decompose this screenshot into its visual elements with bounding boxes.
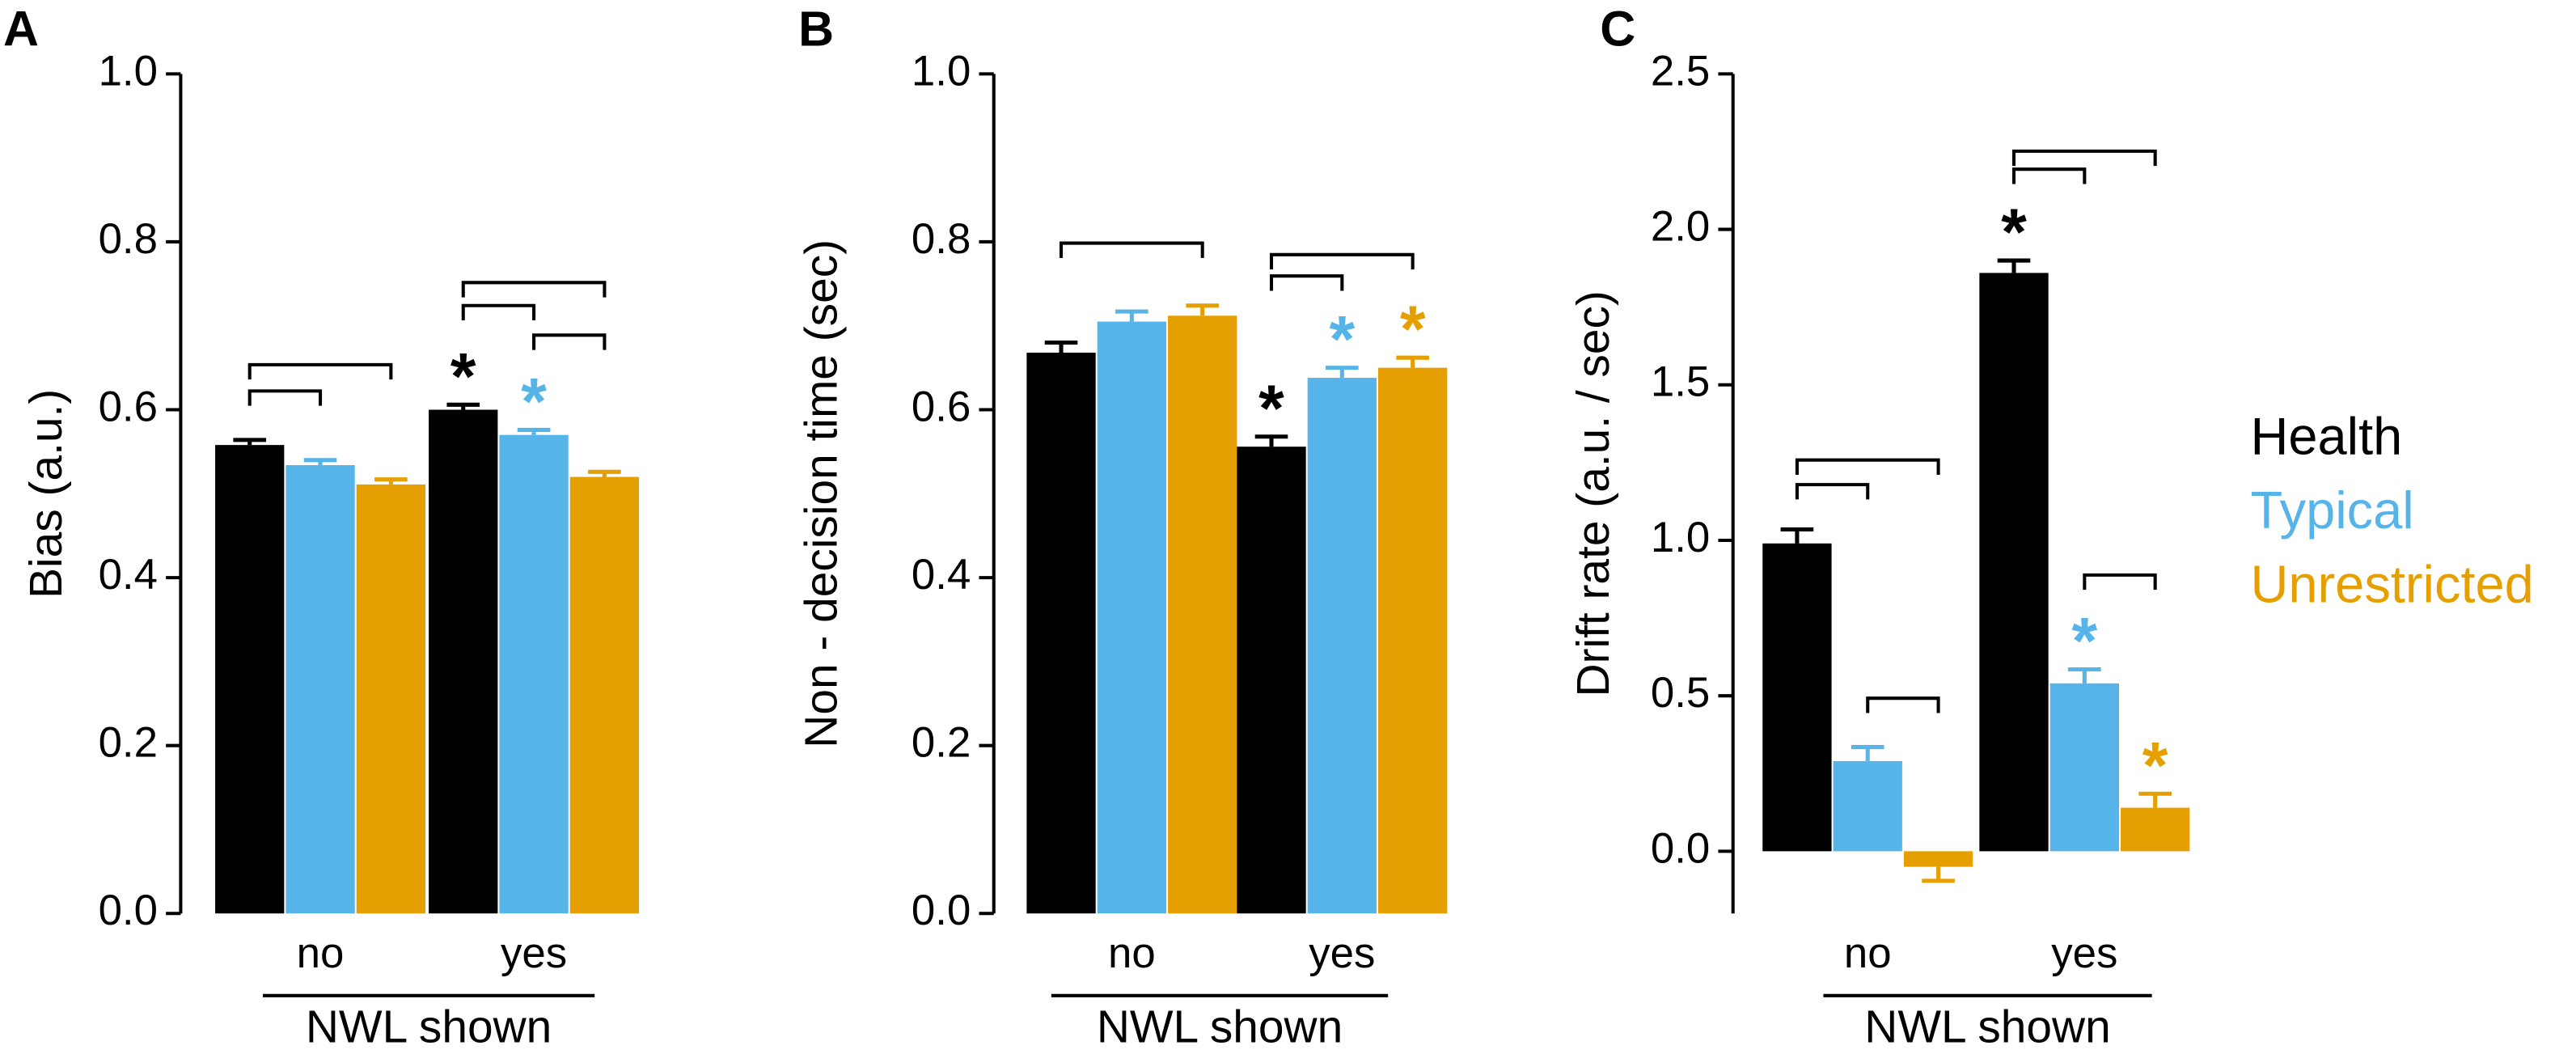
y-axis-label: Drift rate (a.u. / sec) <box>1568 290 1619 696</box>
comparison-bracket <box>1269 252 1415 270</box>
bar <box>286 465 355 914</box>
bar <box>1833 760 1902 852</box>
bar <box>569 476 640 914</box>
error-bar <box>1186 303 1220 316</box>
panel-letter: A <box>3 2 39 57</box>
comparison-bracket <box>532 333 607 350</box>
y-tick-label: 1.0 <box>1651 514 1710 561</box>
error-bar <box>1115 309 1148 322</box>
error-bar <box>2068 667 2101 684</box>
bar <box>1237 447 1306 914</box>
y-tick-label: 0.0 <box>1651 824 1710 872</box>
significance-marker: * <box>2142 729 2168 802</box>
error-bar <box>1326 366 1359 379</box>
comparison-bracket <box>1866 696 1940 713</box>
x-tick-label: no <box>297 929 345 977</box>
bar <box>2049 683 2119 852</box>
comparison-bracket <box>1059 241 1204 258</box>
comparison-bracket <box>247 389 323 406</box>
error-bar <box>233 438 267 446</box>
error-bar <box>1922 866 1955 883</box>
y-axis-label: Bias (a.u.) <box>21 389 72 599</box>
bar <box>1097 321 1167 914</box>
y-tick-label: 1.0 <box>912 47 971 95</box>
error-bar <box>1780 527 1814 544</box>
y-tick-label: 0.5 <box>1651 669 1710 717</box>
y-tick-label: 0.6 <box>99 383 158 430</box>
significance-marker: * <box>1330 303 1356 377</box>
bar <box>499 434 569 914</box>
bar <box>356 484 426 914</box>
error-bar <box>1044 340 1078 353</box>
bar <box>1026 352 1096 914</box>
error-bar <box>2138 791 2172 808</box>
bar <box>1979 273 2049 852</box>
y-tick-label: 2.5 <box>1651 47 1710 95</box>
y-tick-label: 0.8 <box>99 215 158 263</box>
bar <box>1307 378 1377 914</box>
panel-letter: B <box>798 2 834 57</box>
legend-entry: Unrestricted <box>2250 554 2533 613</box>
error-bar <box>1997 258 2031 273</box>
panel-letter: C <box>1600 2 1635 57</box>
x-tick-label: yes <box>501 929 567 977</box>
x-axis-label: NWL shown <box>1097 1001 1343 1052</box>
y-tick-label: 2.0 <box>1651 203 1710 251</box>
legend-entry: Typical <box>2250 480 2413 540</box>
bar <box>1378 367 1448 914</box>
comparison-bracket <box>461 303 536 321</box>
bar <box>215 445 285 914</box>
bar <box>1903 851 1973 867</box>
significance-marker: * <box>1400 293 1426 366</box>
x-tick-label: yes <box>1309 929 1375 977</box>
x-tick-label: no <box>1108 929 1156 977</box>
error-bar <box>303 458 337 466</box>
bar <box>1168 315 1237 914</box>
significance-marker: * <box>2001 196 2027 269</box>
x-tick-label: yes <box>2051 929 2117 977</box>
x-tick-label: no <box>1844 929 1892 977</box>
y-tick-label: 0.2 <box>912 719 971 767</box>
error-bar <box>1254 434 1288 447</box>
bar <box>429 409 498 914</box>
bar <box>2121 807 2190 852</box>
comparison-bracket <box>1795 483 1870 500</box>
y-tick-label: 0.6 <box>912 383 971 430</box>
y-tick-label: 0.0 <box>99 887 158 934</box>
figure-content: A 0.0 0.2 0.4 0.6 0.8 1.0 Bias (a.u.) no yes * * NWL… <box>3 2 2534 1053</box>
comparison-bracket <box>2011 149 2157 167</box>
comparison-bracket <box>1795 458 1940 475</box>
error-bar <box>588 469 621 477</box>
y-tick-label: 0.8 <box>912 215 971 263</box>
x-axis-label: NWL shown <box>1864 1001 2110 1052</box>
y-tick-label: 1.0 <box>99 47 158 95</box>
y-tick-label: 0.4 <box>99 551 158 599</box>
significance-marker: * <box>1258 372 1284 446</box>
comparison-bracket <box>247 362 393 380</box>
comparison-bracket <box>461 281 607 298</box>
significance-marker: * <box>2072 605 2098 679</box>
y-tick-label: 1.5 <box>1651 358 1710 406</box>
significance-marker: * <box>450 340 476 413</box>
legend-entry: Health <box>2250 406 2402 465</box>
y-tick-label: 0.0 <box>912 887 971 934</box>
x-axis-label: NWL shown <box>306 1001 552 1052</box>
error-bar <box>517 427 551 435</box>
error-bar <box>1396 355 1429 368</box>
comparison-bracket <box>2083 573 2157 590</box>
comparison-bracket <box>2011 167 2087 184</box>
y-tick-label: 0.2 <box>99 719 158 767</box>
significance-marker: * <box>521 365 547 438</box>
comparison-bracket <box>1269 274 1344 291</box>
y-tick-label: 0.4 <box>912 551 971 599</box>
error-bar <box>446 402 480 410</box>
bar <box>1762 543 1832 852</box>
y-axis-label: Non - decision time (sec) <box>797 239 848 748</box>
error-bar <box>374 477 408 485</box>
error-bar <box>1851 745 1884 761</box>
